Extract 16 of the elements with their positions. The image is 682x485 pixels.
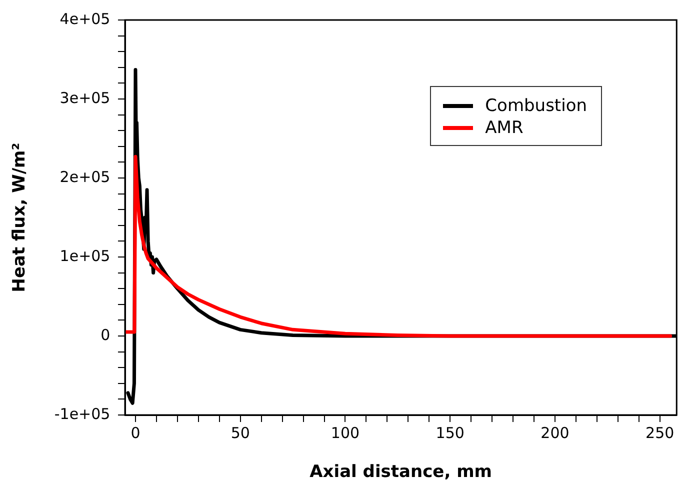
x-axis-title: Axial distance, mm — [310, 462, 492, 482]
x-tick-label: 250 — [640, 424, 679, 442]
y-tick-label: 1e+05 — [55, 246, 115, 265]
y-tick-label: 4e+05 — [55, 10, 115, 28]
y-tick-label: 0 — [96, 326, 115, 344]
y-tick-label: 2e+05 — [55, 168, 115, 186]
legend-label: Combustion — [485, 95, 587, 117]
x-tick-label: 100 — [326, 424, 364, 442]
y-tick-label: -1e+05 — [50, 404, 115, 423]
x-tick-label: 150 — [431, 424, 470, 442]
x-tick-label: 200 — [536, 424, 574, 442]
legend-label: AMR — [485, 117, 524, 139]
x-tick-label: 0 — [126, 424, 146, 442]
y-axis-title: Heat flux, W/m² — [10, 142, 30, 292]
x-tick-label: 50 — [226, 424, 255, 442]
y-tick-label: 3e+05 — [55, 88, 115, 107]
